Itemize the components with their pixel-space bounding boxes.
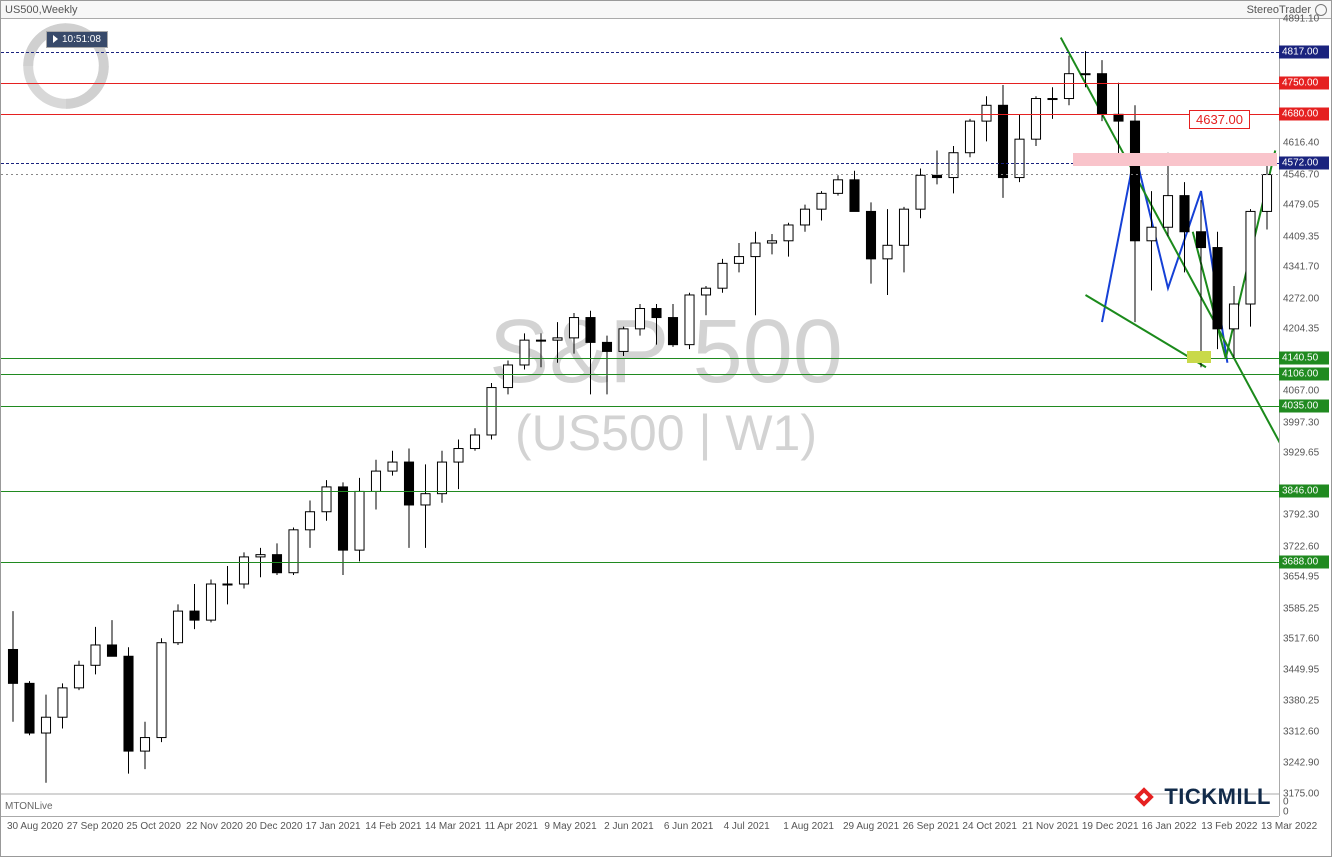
y-tick: 3312.60: [1283, 726, 1319, 737]
y-tick: 3997.30: [1283, 417, 1319, 428]
brand-text: TICKMILL: [1164, 784, 1271, 810]
y-tick: 3380.25: [1283, 696, 1319, 707]
brand-icon: [1130, 783, 1158, 811]
x-tick: 13 Feb 2022: [1201, 821, 1257, 832]
y-tick: 4067.00: [1283, 386, 1319, 397]
y-tick: 4409.35: [1283, 231, 1319, 242]
hline: [1, 406, 1279, 407]
price-box: 3846.00: [1279, 484, 1329, 497]
x-tick: 14 Mar 2021: [425, 821, 481, 832]
hline: [1, 562, 1279, 563]
x-tick: 22 Nov 2020: [186, 821, 243, 832]
chart-root: US500,Weekly StereoTrader 10:51:08 S&P 5…: [0, 0, 1332, 857]
x-tick: 16 Jan 2022: [1142, 821, 1197, 832]
x-tick: 17 Jan 2021: [306, 821, 361, 832]
y-tick: 3929.65: [1283, 448, 1319, 459]
symbol-label: US500,Weekly: [5, 4, 78, 16]
x-tick: 14 Feb 2021: [365, 821, 421, 832]
x-tick: 25 Oct 2020: [126, 821, 180, 832]
y-tick: 4479.05: [1283, 200, 1319, 211]
y-tick: 3792.30: [1283, 510, 1319, 521]
y-tick: 3722.60: [1283, 541, 1319, 552]
x-axis: 30 Aug 2020 27 Sep 202025 Oct 2020 22 Nov …: [1, 816, 1279, 842]
x-tick: 11 Apr 2021: [485, 821, 538, 832]
x-tick: 27 Sep 2020: [67, 821, 124, 832]
brand: TICKMILL: [1130, 783, 1271, 811]
price-box: 4750.00: [1279, 76, 1329, 89]
hline: [1, 83, 1279, 84]
y-tick: 3449.95: [1283, 664, 1319, 675]
y-axis: 4891.104616.404546.704479.054409.354341.…: [1279, 19, 1332, 816]
x-tick: 9 May 2021: [544, 821, 596, 832]
y-tick: 3585.25: [1283, 603, 1319, 614]
y-tick: 3654.95: [1283, 572, 1319, 583]
y-tick: 4616.40: [1283, 138, 1319, 149]
y-tick: 3517.60: [1283, 634, 1319, 645]
y-tick: 0: [1283, 807, 1289, 818]
x-tick: 24 Oct 2021: [962, 821, 1016, 832]
price-box: 4140.50: [1279, 351, 1329, 364]
price-box: 4817.00: [1279, 46, 1329, 59]
x-tick: 29 Aug 2021: [843, 821, 899, 832]
zone: [1187, 351, 1211, 362]
x-tick: 20 Dec 2020: [246, 821, 303, 832]
x-tick: 1 Aug 2021: [783, 821, 834, 832]
x-tick: 13 Mar 2022: [1261, 821, 1317, 832]
y-tick: 3242.90: [1283, 758, 1319, 769]
price-box: 4035.00: [1279, 399, 1329, 412]
y-tick: 4341.70: [1283, 262, 1319, 273]
title-bar: US500,Weekly StereoTrader: [1, 1, 1331, 19]
x-tick: 21 Nov 2021: [1022, 821, 1079, 832]
hline: [1, 52, 1279, 53]
y-tick: 4204.35: [1283, 324, 1319, 335]
price-box: 4572.00: [1279, 157, 1329, 170]
y-tick: 4891.10: [1283, 14, 1319, 25]
x-tick: 4 Jul 2021: [724, 821, 770, 832]
price-box: 4106.00: [1279, 367, 1329, 380]
price-box: 3688.00: [1279, 556, 1329, 569]
hline: [1, 374, 1279, 375]
x-tick: 30 Aug 2020: [7, 821, 63, 832]
x-tick: 26 Sep 2021: [903, 821, 960, 832]
hline: [1, 114, 1279, 115]
y-tick: 4272.00: [1283, 293, 1319, 304]
y-tick: 4546.70: [1283, 169, 1319, 180]
x-tick: 19 Dec 2021: [1082, 821, 1139, 832]
price-box: 4680.00: [1279, 108, 1329, 121]
x-tick: 2 Jun 2021: [604, 821, 654, 832]
x-tick: 6 Jun 2021: [664, 821, 714, 832]
float-price: 4637.00: [1189, 110, 1250, 129]
hline: [1, 358, 1279, 359]
chart-plot[interactable]: [1, 19, 1279, 816]
zone: [1073, 153, 1277, 166]
hline: [1, 491, 1279, 492]
meta-label: MTONLive: [5, 801, 53, 812]
